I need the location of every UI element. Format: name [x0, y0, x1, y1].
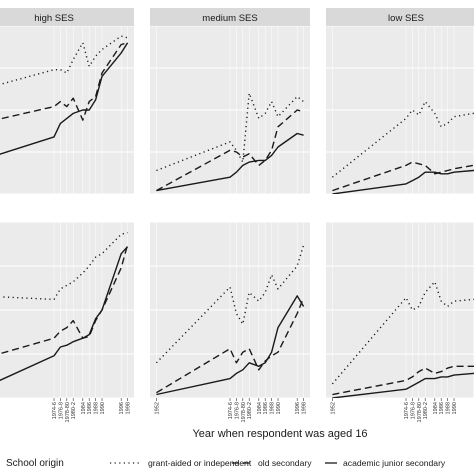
panel-grid [326, 26, 474, 194]
panel-medium-ses: medium SES [150, 8, 310, 194]
panel-row2-col1 [0, 222, 134, 398]
series-line-solid [332, 372, 474, 398]
strip-background [150, 8, 310, 26]
series-line-solid [156, 295, 305, 396]
legend-entries: grant-aided or independent old secondary a… [110, 458, 446, 468]
x-tick-label: 1978-80 [417, 402, 423, 423]
x-tick-label: 1988 [270, 402, 276, 414]
x-tick-label: 1980-2 [71, 402, 77, 419]
x-tick-label: 1976-8 [58, 402, 64, 419]
series-line-dashed [156, 109, 304, 192]
x-tick-label: 1984 [81, 402, 87, 414]
panel-high-ses: high SES [0, 8, 134, 194]
panels-layer: high SES medium SES low SES [0, 8, 474, 398]
x-tick-label: 1952 [154, 402, 160, 414]
series-line-solid [0, 246, 129, 382]
x-tick-label: 1974-6 [404, 402, 410, 419]
x-tick-label: 1990 [100, 402, 106, 414]
x-tick-label: 1980-2 [423, 402, 429, 419]
x-tick-label: 1996 [295, 402, 301, 414]
x-tick-label: 1990 [452, 402, 458, 414]
x-tick-label: 1974-6 [52, 402, 58, 419]
legend-item-dashed: old secondary [232, 458, 312, 468]
x-axis-title: Year when respondent was aged 16 [192, 428, 367, 440]
series-line-dashed [156, 297, 305, 394]
panel-low-ses: low SES [326, 8, 474, 194]
panel-series [0, 231, 129, 382]
legend-item-dotted: grant-aided or independent [110, 458, 252, 468]
strip-background [326, 8, 474, 26]
series-line-dashed [332, 365, 474, 396]
panel-series [155, 244, 305, 396]
panel-series [0, 35, 129, 155]
x-tick-label: 1952 [330, 402, 336, 414]
x-tick-label: 1998 [302, 402, 308, 414]
legend-item-solid: academic junior secondary [325, 458, 446, 468]
x-tick-label: 1978-80 [241, 402, 247, 423]
x-tick-label: 1986 [87, 402, 93, 414]
x-tick-label: 1974-6 [228, 402, 234, 419]
x-tick-label: 1986 [263, 402, 269, 414]
x-tick-label: 1978-80 [65, 402, 71, 423]
legend-label: academic junior secondary [343, 458, 446, 468]
series-line-solid [332, 169, 474, 194]
x-tick-label: 1986 [439, 402, 445, 414]
x-tick-label: 1976-8 [410, 402, 416, 419]
panel-series [331, 281, 474, 398]
series-line-solid [0, 42, 129, 155]
series-line-dashed [332, 161, 474, 192]
x-tick-label: 1976-8 [234, 402, 240, 419]
series-line-dotted [331, 100, 474, 178]
x-tick-label: 1984 [433, 402, 439, 414]
x-tick-label: 1996 [119, 402, 125, 414]
x-tick-label: 1988 [94, 402, 100, 414]
series-line-dashed [0, 42, 128, 121]
x-tick-label: 1988 [446, 402, 452, 414]
x-tick-label: 1998 [126, 402, 132, 414]
panel-grid [0, 26, 134, 194]
x-tick-label: 1990 [276, 402, 282, 414]
panel-row2-col3 [326, 222, 474, 398]
panel-series [331, 100, 474, 194]
panel-row2-col2 [150, 222, 310, 398]
panel-grid [0, 222, 134, 398]
x-axis: 1974-6 1976-8 1978-80 1980-2 1984 1986 1988 199… [52, 398, 458, 423]
series-line-solid [156, 132, 304, 192]
x-tick-label: 1984 [257, 402, 263, 414]
legend-label: grant-aided or independent [148, 458, 252, 468]
panel-grid [150, 222, 310, 398]
strip-background [0, 8, 134, 26]
strip-label: low SES [388, 13, 424, 24]
legend-title: School origin [6, 458, 64, 469]
series-line-dotted [331, 281, 474, 385]
legend: School origin grant-aided or independent… [6, 458, 446, 469]
panel-series [156, 92, 305, 192]
legend-label: old secondary [258, 458, 312, 468]
strip-label: medium SES [202, 13, 257, 24]
panel-grid [326, 222, 474, 398]
panel-grid [150, 26, 310, 194]
x-tick-label: 1980-2 [247, 402, 253, 419]
strip-label: high SES [34, 13, 74, 24]
